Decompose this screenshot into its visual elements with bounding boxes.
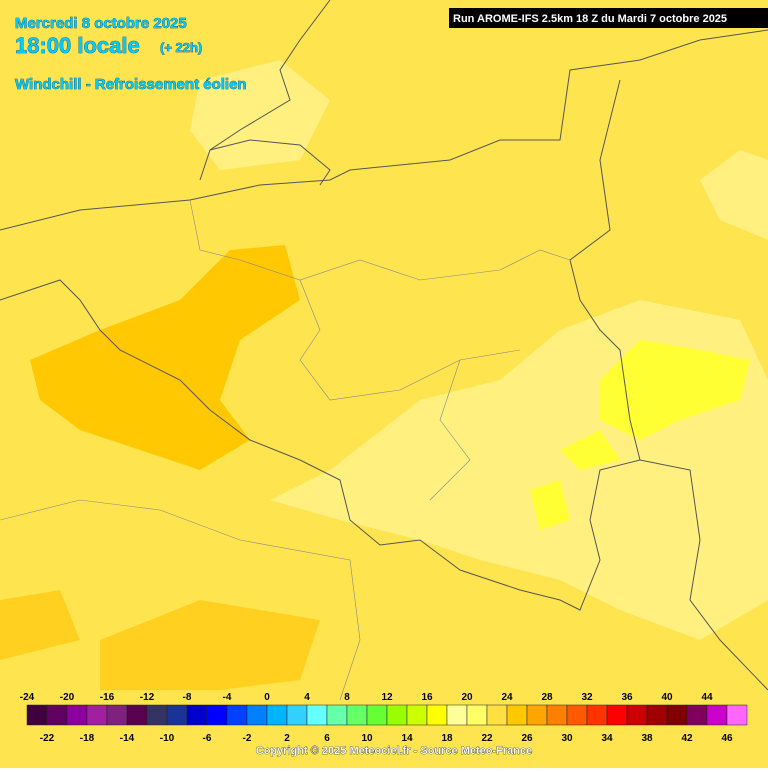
legend-label: 30: [561, 733, 573, 744]
legend-label: 32: [581, 692, 593, 703]
legend-swatch: [466, 704, 488, 726]
legend-label: 18: [441, 733, 453, 744]
legend-swatch: [126, 704, 148, 726]
copyright: Copyright © 2025 Meteociel.fr - Source M…: [256, 745, 532, 757]
legend-label: 10: [361, 733, 373, 744]
legend: -24-22-20-18-16-14-12-10-8-6-4-202468101…: [20, 692, 748, 744]
legend-swatch: [26, 704, 48, 726]
forecast-date: Mercredi 8 octobre 2025: [15, 15, 187, 32]
legend-label: 46: [721, 733, 733, 744]
borders: [0, 0, 768, 691]
legend-label: 22: [481, 733, 493, 744]
legend-label: 38: [641, 733, 653, 744]
legend-label: -20: [60, 692, 75, 703]
legend-swatch: [666, 704, 688, 726]
legend-label: 20: [461, 692, 473, 703]
legend-swatch: [446, 704, 468, 726]
legend-label: -10: [160, 733, 175, 744]
legend-label: 12: [381, 692, 393, 703]
legend-swatch: [46, 704, 68, 726]
legend-swatch: [526, 704, 548, 726]
legend-label: 16: [421, 692, 433, 703]
legend-swatch: [546, 704, 568, 726]
legend-swatch: [146, 704, 168, 726]
legend-swatch: [226, 704, 248, 726]
legend-swatch: [306, 704, 328, 726]
legend-label: 8: [344, 692, 350, 703]
legend-label: 2: [284, 733, 290, 744]
field-shading: [0, 60, 768, 690]
legend-label: 4: [304, 692, 310, 703]
forecast-lead: (+ 22h): [160, 40, 202, 55]
legend-label: -8: [183, 692, 192, 703]
legend-label: 28: [541, 692, 553, 703]
legend-swatch: [506, 704, 528, 726]
legend-label: 26: [521, 733, 533, 744]
legend-label: -24: [20, 692, 35, 703]
legend-label: -16: [100, 692, 115, 703]
legend-label: -2: [243, 733, 252, 744]
legend-swatch: [626, 704, 648, 726]
legend-swatch: [166, 704, 188, 726]
forecast-time: 18:00 locale: [15, 33, 140, 58]
legend-swatch: [106, 704, 128, 726]
legend-swatch: [326, 704, 348, 726]
legend-label: -4: [223, 692, 232, 703]
legend-swatch: [686, 704, 708, 726]
legend-label: -22: [40, 733, 55, 744]
legend-swatch: [286, 704, 308, 726]
legend-label: -18: [80, 733, 95, 744]
legend-swatch: [426, 704, 448, 726]
legend-swatch: [86, 704, 108, 726]
legend-swatch: [346, 704, 368, 726]
legend-label: -6: [203, 733, 212, 744]
legend-swatch: [586, 704, 608, 726]
legend-swatch: [186, 704, 208, 726]
legend-swatch: [386, 704, 408, 726]
legend-label: 24: [501, 692, 513, 703]
legend-label: 36: [621, 692, 633, 703]
legend-label: -12: [140, 692, 155, 703]
legend-swatch: [486, 704, 508, 726]
legend-swatch: [206, 704, 228, 726]
legend-swatch: [406, 704, 428, 726]
parameter-name: Windchill - Refroissement éolien: [15, 76, 247, 93]
legend-label: 40: [661, 692, 673, 703]
legend-label: -14: [120, 733, 135, 744]
legend-label: 44: [701, 692, 713, 703]
legend-swatch: [366, 704, 388, 726]
legend-label: 42: [681, 733, 693, 744]
legend-swatch: [266, 704, 288, 726]
legend-swatch: [606, 704, 628, 726]
legend-swatch: [566, 704, 588, 726]
legend-swatch: [246, 704, 268, 726]
legend-label: 14: [401, 733, 413, 744]
legend-swatch: [66, 704, 88, 726]
legend-swatch: [726, 704, 748, 726]
legend-swatch: [646, 704, 668, 726]
legend-label: 34: [601, 733, 613, 744]
legend-label: 6: [324, 733, 330, 744]
run-info: Run AROME-IFS 2.5km 18 Z du Mardi 7 octo…: [453, 13, 727, 25]
run-banner: [449, 8, 768, 28]
regional-lines: [0, 199, 571, 701]
legend-swatch: [706, 704, 728, 726]
legend-label: 0: [264, 692, 270, 703]
